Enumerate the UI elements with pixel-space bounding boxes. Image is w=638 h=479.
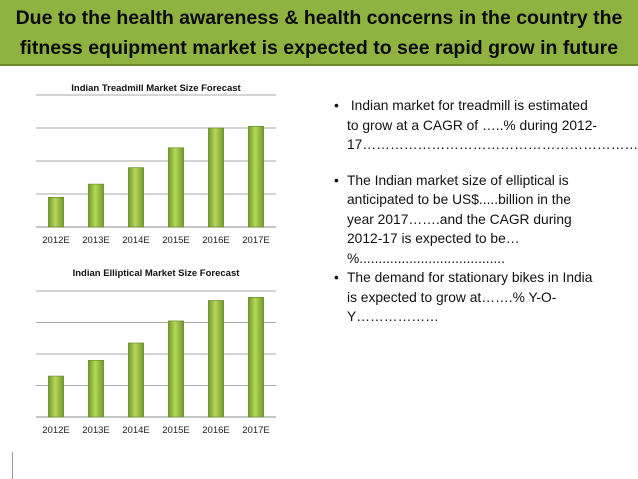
bullet-line: Y……………… bbox=[347, 309, 439, 324]
bullet-bikes: • The demand for stationary bikes in Ind… bbox=[332, 268, 622, 327]
bar-2013E bbox=[88, 183, 104, 228]
bullet-dot: • bbox=[334, 172, 339, 188]
bullet-elliptical: • The Indian market size of elliptical i… bbox=[332, 171, 622, 269]
bullet-line: %...................................... bbox=[347, 250, 505, 266]
bullet-list: • Indian market for treadmill is estimat… bbox=[332, 96, 638, 327]
bar-2015E bbox=[168, 320, 184, 418]
bar-2016E bbox=[208, 127, 224, 228]
bar-2016E bbox=[208, 300, 224, 418]
bullet-line: anticipated to be US$.....billion in the bbox=[347, 192, 571, 207]
title-banner: Due to the health awareness & health con… bbox=[0, 0, 638, 66]
x-tick-label: 2017E bbox=[242, 425, 269, 436]
bullet-line: 2012-17 is expected to be… bbox=[347, 231, 520, 246]
x-tick-label: 2012E bbox=[42, 235, 69, 246]
bar-2014E bbox=[128, 342, 144, 418]
bullet-line: Indian market for treadmill is estimated bbox=[347, 98, 588, 113]
bar-2015E bbox=[168, 147, 184, 228]
x-tick-label: 2015E bbox=[162, 425, 189, 436]
elliptical-chart: 2012E 2013E 2014E 2015E 2016E 2017E bbox=[0, 281, 300, 451]
bar-2013E bbox=[88, 360, 104, 418]
bullet-dot: • bbox=[334, 270, 339, 285]
x-tick-label: 2016E bbox=[202, 425, 229, 436]
x-tick-label: 2015E bbox=[162, 235, 189, 246]
elliptical-chart-title: Indian Elliptical Market Size Forecast bbox=[72, 268, 240, 279]
title-line-2: fitness equipment market is expected to … bbox=[19, 37, 619, 59]
bullet-line: year 2017…….and the CAGR during bbox=[347, 211, 572, 227]
title-line-1: Due to the health awareness & health con… bbox=[15, 7, 623, 29]
x-tick-label: 2017E bbox=[242, 235, 269, 246]
bullet-line: is expected to grow at…….% Y-O- bbox=[347, 289, 557, 305]
bullet-line: 17…………………………………………………… bbox=[347, 137, 638, 152]
bullet-line: to grow at a CAGR of …..% during 2012- bbox=[347, 117, 597, 133]
bar-2014E bbox=[128, 167, 144, 228]
bullet-line: The demand for stationary bikes in India bbox=[347, 270, 593, 285]
bar-2017E bbox=[248, 126, 264, 228]
x-tick-label: 2013E bbox=[82, 235, 109, 246]
divider bbox=[12, 452, 13, 479]
x-tick-label: 2012E bbox=[42, 425, 69, 436]
bar-2012E bbox=[48, 375, 64, 418]
treadmill-chart: 2012E 2013E 2014E 2015E 2016E 2017E bbox=[0, 92, 300, 252]
bullet-treadmill: • Indian market for treadmill is estimat… bbox=[332, 96, 638, 155]
x-tick-label: 2013E bbox=[82, 425, 109, 436]
x-tick-label: 2016E bbox=[202, 235, 229, 246]
bullet-dot: • bbox=[334, 98, 339, 113]
x-tick-label: 2014E bbox=[122, 235, 149, 246]
bar-2012E bbox=[48, 197, 64, 228]
bullet-line: The Indian market size of elliptical is bbox=[347, 172, 569, 188]
treadmill-chart-title: Indian Treadmill Market Size Forecast bbox=[71, 83, 241, 94]
bar-2017E bbox=[248, 296, 264, 418]
x-tick-label: 2014E bbox=[122, 425, 149, 436]
